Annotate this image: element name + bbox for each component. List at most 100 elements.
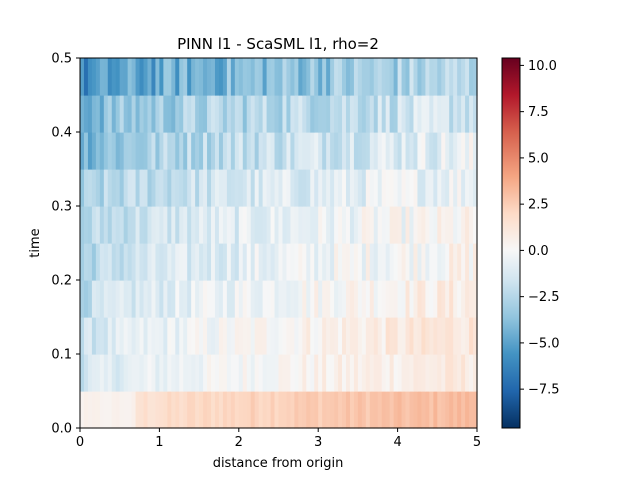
heatmap-cell (218, 169, 224, 207)
heatmap-cell (334, 280, 339, 318)
heatmap-cell (278, 280, 284, 318)
heatmap-cell (214, 280, 220, 318)
heatmap-cell (345, 391, 351, 429)
heatmap-cell (250, 391, 256, 429)
heatmap-cell (218, 354, 224, 392)
heatmap-cell (433, 391, 438, 429)
heatmap-cell (361, 354, 367, 392)
heatmap-cell (278, 206, 284, 244)
heatmap-cell (222, 280, 228, 318)
heatmap-cell (409, 317, 415, 355)
heatmap-cell (318, 391, 323, 429)
heatmap-cell (139, 132, 145, 170)
heatmap-cell (314, 317, 319, 355)
heatmap-cell (290, 169, 295, 207)
heatmap-cell (274, 58, 280, 96)
heatmap-cell (143, 391, 149, 429)
heatmap-cell (143, 354, 149, 392)
heatmap-cell (473, 58, 478, 96)
heatmap-cell (187, 206, 192, 244)
heatmap-cell (155, 95, 160, 133)
heatmap-cell (469, 280, 474, 318)
heatmap-cell (274, 169, 280, 207)
heatmap-cell (377, 95, 383, 133)
heatmap-cell (453, 58, 458, 96)
heatmap-cell (238, 206, 244, 244)
heatmap-cell (179, 132, 184, 170)
heatmap-cell (433, 169, 438, 207)
heatmap-cell (345, 354, 351, 392)
heatmap-cell (385, 95, 391, 133)
heatmap-cell (246, 317, 252, 355)
heatmap-cell (441, 169, 446, 207)
heatmap-cell (258, 317, 264, 355)
heatmap-cell (179, 354, 184, 392)
heatmap-cell (381, 169, 387, 207)
heatmap-cell (80, 243, 85, 281)
heatmap-cell (445, 58, 450, 96)
heatmap-cell (87, 391, 93, 429)
heatmap-cell (234, 58, 240, 96)
heatmap-cell (187, 58, 192, 96)
heatmap-cell (290, 354, 295, 392)
heatmap-cell (433, 206, 438, 244)
heatmap-cell (131, 95, 137, 133)
heatmap-cell (270, 58, 276, 96)
heatmap-cell (322, 206, 327, 244)
heatmap-cell (155, 354, 160, 392)
heatmap-cell (195, 317, 200, 355)
heatmap-cell (258, 169, 264, 207)
heatmap-cell (195, 132, 200, 170)
heatmap-cell (397, 354, 403, 392)
heatmap-cell (266, 58, 272, 96)
heatmap-cell (80, 280, 85, 318)
heatmap-cell (266, 169, 272, 207)
heatmap-cell (417, 169, 423, 207)
heatmap-cell (95, 243, 101, 281)
heatmap-cell (369, 280, 375, 318)
heatmap-cell (345, 280, 351, 318)
heatmap-cell (373, 280, 379, 318)
heatmap-cell (306, 280, 311, 318)
heatmap-cell (119, 58, 125, 96)
heatmap-cell (373, 132, 379, 170)
heatmap-cell (222, 354, 228, 392)
heatmap-cell (282, 58, 288, 96)
heatmap-cell (314, 58, 319, 96)
heatmap-cell (83, 280, 89, 318)
heatmap-cell (123, 354, 129, 392)
heatmap-cell (135, 95, 141, 133)
heatmap-cell (405, 169, 411, 207)
heatmap-cell (171, 206, 176, 244)
heatmap-cell (191, 206, 196, 244)
heatmap-cell (151, 58, 157, 96)
heatmap-cell (298, 280, 303, 318)
heatmap-cell (314, 132, 319, 170)
heatmap-cell (361, 243, 367, 281)
heatmap-cell (171, 354, 176, 392)
heatmap-cell (361, 206, 367, 244)
heatmap-cell (425, 317, 430, 355)
heatmap-cell (314, 95, 319, 133)
heatmap-cell (115, 206, 121, 244)
heatmap-cell (353, 243, 359, 281)
heatmap-cell (143, 132, 149, 170)
heatmap-cell (262, 243, 268, 281)
heatmap-cell (338, 206, 343, 244)
heatmap-cell (131, 391, 137, 429)
heatmap-cell (155, 280, 160, 318)
heatmap-cell (115, 58, 121, 96)
heatmap-cell (282, 243, 288, 281)
heatmap-cell (453, 391, 458, 429)
heatmap-cell (385, 132, 391, 170)
heatmap-cell (234, 243, 240, 281)
heatmap-cell (469, 58, 474, 96)
heatmap-cell (334, 169, 339, 207)
heatmap-cell (417, 243, 423, 281)
heatmap-cell (230, 95, 236, 133)
heatmap-cell (326, 132, 331, 170)
heatmap-cell (203, 169, 208, 207)
heatmap-cell (441, 317, 446, 355)
heatmap-cell (135, 317, 141, 355)
heatmap-cell (218, 58, 224, 96)
